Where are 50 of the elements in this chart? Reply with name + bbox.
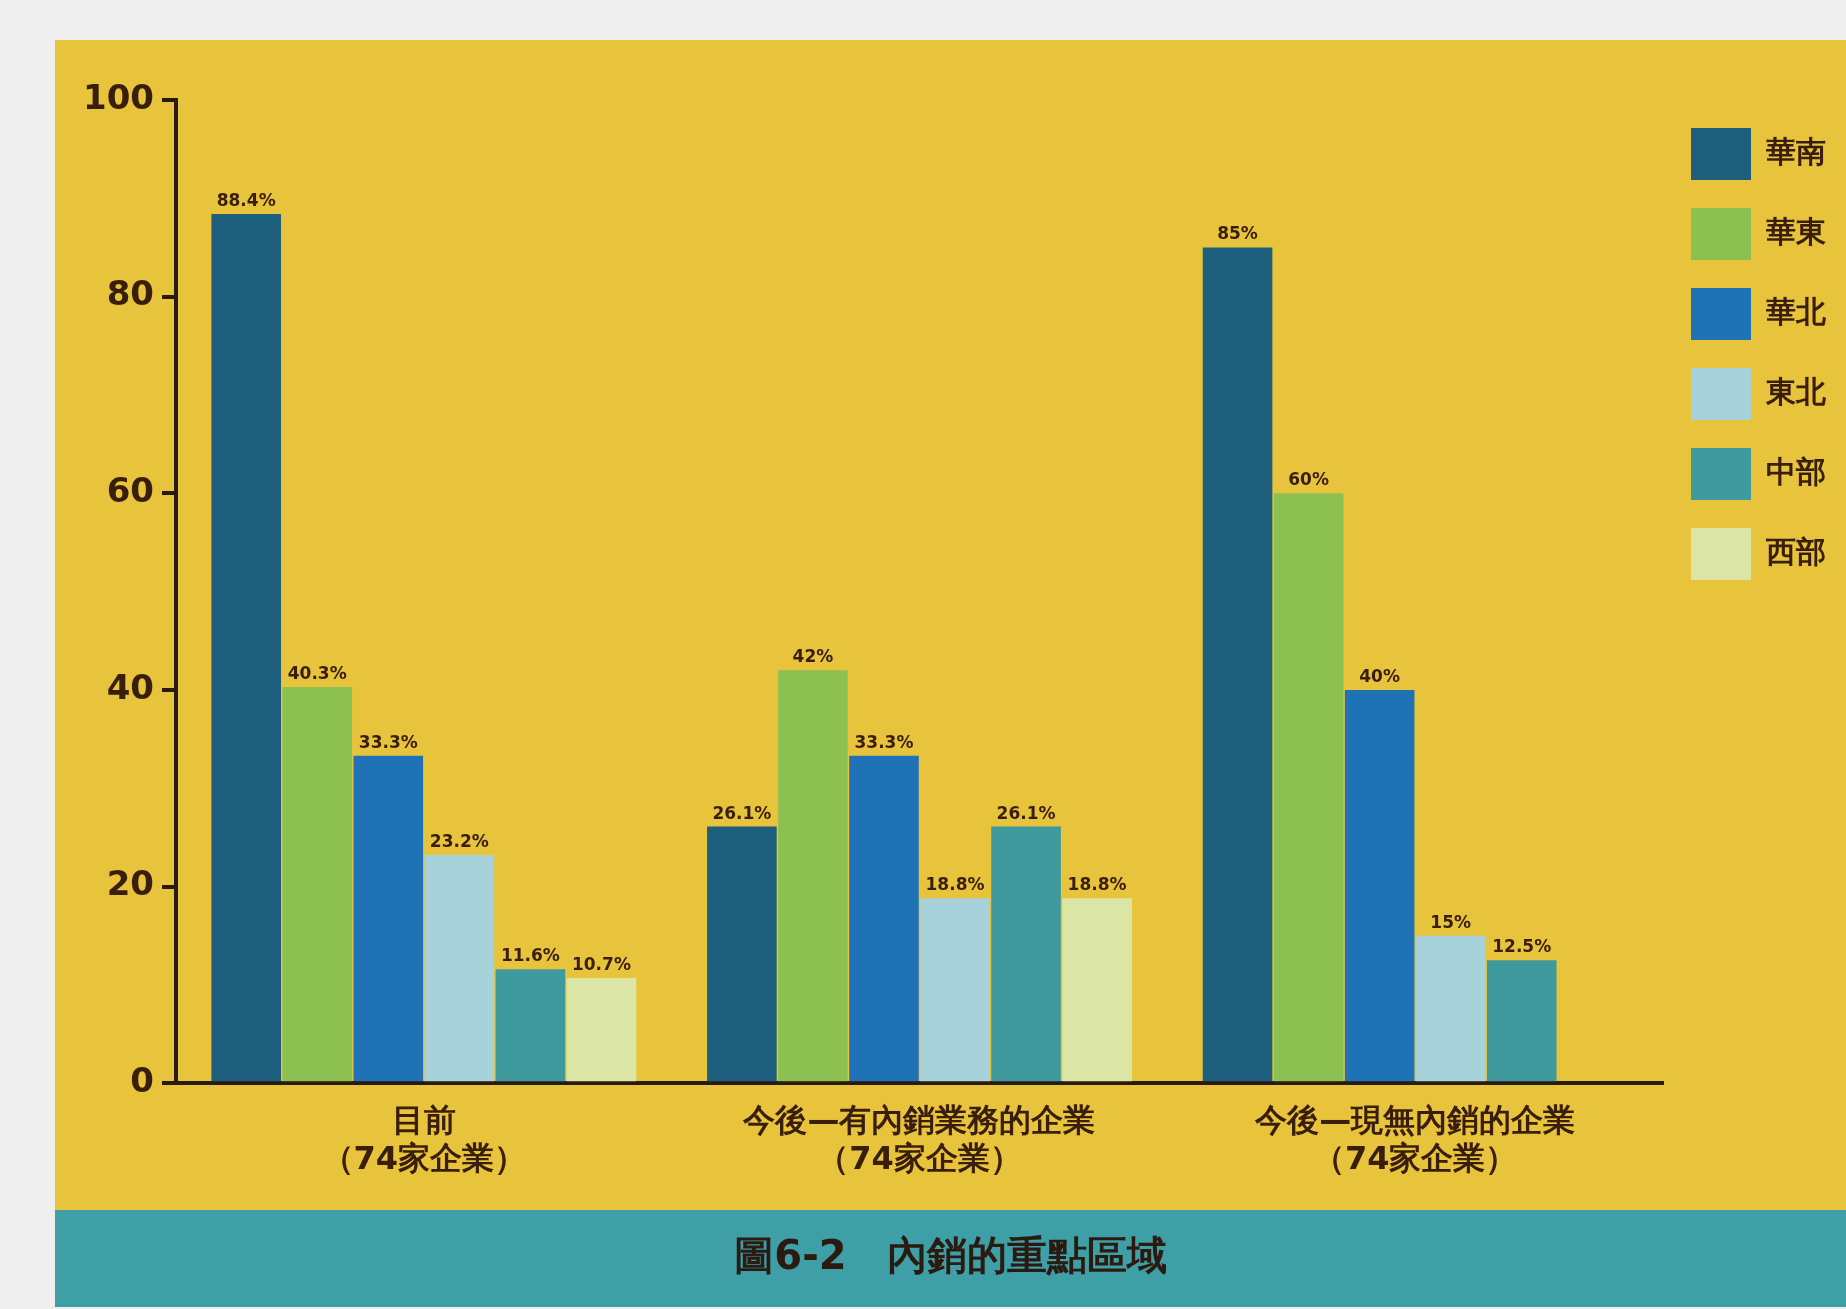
data-label: 33.3% bbox=[854, 731, 914, 752]
y-tick-label: 60 bbox=[106, 470, 154, 511]
legend-label: 中部 bbox=[1766, 453, 1826, 489]
y-tick-label: 20 bbox=[106, 863, 154, 904]
data-label: 23.2% bbox=[429, 831, 489, 852]
data-label: 26.1% bbox=[996, 802, 1056, 823]
y-tick-label: 100 bbox=[82, 76, 154, 117]
data-label: 11.6% bbox=[500, 945, 560, 966]
legend-label: 華南 bbox=[1766, 133, 1826, 169]
bar bbox=[707, 826, 777, 1082]
legend-label: 東北 bbox=[1765, 373, 1827, 409]
data-label: 10.7% bbox=[571, 953, 631, 974]
bar bbox=[353, 755, 424, 1082]
data-label: 40.3% bbox=[287, 662, 347, 683]
y-tick-label: 40 bbox=[106, 666, 154, 707]
bar bbox=[849, 755, 919, 1082]
bar bbox=[920, 898, 990, 1082]
bar bbox=[778, 670, 848, 1082]
legend-label: 華北 bbox=[1766, 293, 1827, 329]
legend-label: 華東 bbox=[1766, 213, 1826, 249]
bar bbox=[1202, 247, 1273, 1082]
bar bbox=[1486, 960, 1557, 1082]
bar bbox=[1344, 689, 1415, 1082]
x-tick-label: 今後—現無內銷的企業（74家企業） bbox=[1254, 1100, 1576, 1178]
bar bbox=[424, 855, 495, 1082]
bar bbox=[1415, 935, 1486, 1082]
legend-label: 西部 bbox=[1765, 533, 1826, 569]
bar bbox=[1062, 898, 1132, 1082]
text: 圖6-2 內銷的重點區域 bbox=[55, 1210, 1846, 1307]
bar bbox=[282, 686, 353, 1082]
data-label: 40% bbox=[1359, 665, 1400, 686]
data-label: 26.1% bbox=[712, 802, 772, 823]
x-tick-label: 今後—有內銷業務的企業（74家企業） bbox=[742, 1100, 1096, 1178]
y-tick-label: 80 bbox=[106, 273, 154, 314]
data-label: 42% bbox=[792, 646, 834, 667]
x-tick-label: 目前（74家企業） bbox=[321, 1100, 527, 1178]
data-label: 88.4% bbox=[216, 189, 276, 210]
bar bbox=[991, 826, 1061, 1082]
bar bbox=[495, 969, 566, 1082]
bar bbox=[211, 214, 282, 1082]
data-label: 18.8% bbox=[925, 874, 985, 895]
data-label: 33.3% bbox=[358, 731, 418, 752]
data-label: 18.8% bbox=[1067, 874, 1127, 895]
data-label: 60% bbox=[1288, 469, 1329, 490]
bar bbox=[1273, 493, 1344, 1082]
data-label: 12.5% bbox=[1492, 936, 1552, 957]
data-label: 85% bbox=[1217, 223, 1258, 244]
y-tick-label: 0 bbox=[130, 1060, 154, 1101]
data-label: 15% bbox=[1430, 911, 1472, 932]
bar bbox=[566, 978, 637, 1082]
